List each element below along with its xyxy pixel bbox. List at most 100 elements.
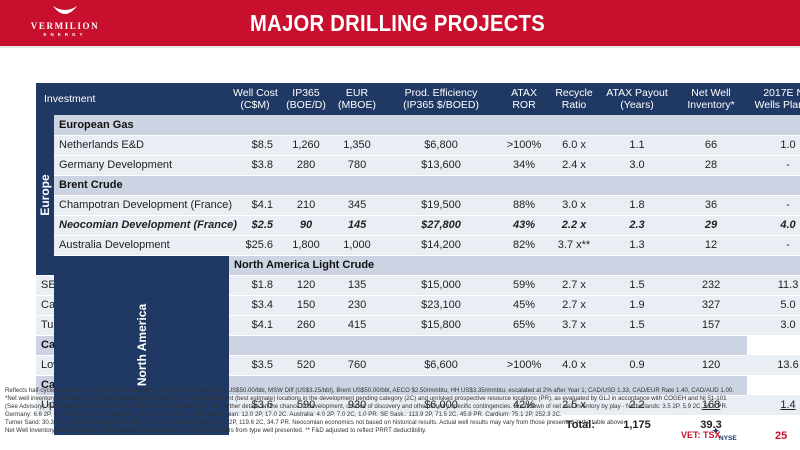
cell-name: Lower Mannville Development xyxy=(36,355,188,376)
cell-ror: 43% xyxy=(499,215,550,236)
cell-well-cost: $25.6 xyxy=(229,235,282,256)
cell-name: Australia Development xyxy=(54,235,230,256)
footnotes: Reflects half-cycle economics. Commodity… xyxy=(5,387,780,436)
cell-payout: 2.2 xyxy=(599,395,676,416)
exchange-logo: ✦ NYSE xyxy=(712,426,740,444)
group-row: Brent Crude xyxy=(36,175,800,196)
footnote: *Net well inventory includes proved plus… xyxy=(5,395,727,403)
table-row: Germany Development $3.8 280 780 $13,600… xyxy=(36,155,800,176)
cell-inventory: 168 xyxy=(675,395,748,416)
logo-name: VERMILION xyxy=(30,21,100,31)
cell-inventory: 29 xyxy=(675,215,748,236)
cell-inventory: 327 xyxy=(675,295,748,316)
footnote: (See Advisory). See Appendix A of Vermil… xyxy=(5,403,728,411)
table-row: SE Saskatchewan Development $1.8 120 135… xyxy=(36,275,800,296)
cell-ror: 34% xyxy=(499,155,550,176)
cell-recycle: 3.0 x xyxy=(549,195,600,216)
cell-planned: 4.0 xyxy=(747,215,800,236)
cell-ror: 42% xyxy=(499,395,550,416)
region-north-america: North America xyxy=(54,255,230,436)
cell-prod-efficiency: $15,000 xyxy=(383,275,500,296)
col-recycle-ratio: Recycle Ratio xyxy=(549,83,600,115)
cell-ip365: 1,800 xyxy=(281,235,332,256)
cell-planned: - xyxy=(747,155,800,176)
cell-planned: 3.0 xyxy=(747,315,800,336)
cell-well-cost: $4.1 xyxy=(229,315,282,336)
cell-planned: 1.4 xyxy=(747,395,800,416)
cell-planned: 5.0 xyxy=(747,295,800,316)
cell-ror: 45% xyxy=(499,295,550,316)
cell-ip365: 260 xyxy=(281,315,332,336)
cell-prod-efficiency: $13,600 xyxy=(383,155,500,176)
region-europe: Europe xyxy=(36,115,54,276)
cell-payout: 1.1 xyxy=(599,135,676,156)
cell-eur: 135 xyxy=(331,275,384,296)
col-atax-ror: ATAX ROR xyxy=(499,83,550,115)
col-net-well-inventory: Net Well Inventory* xyxy=(675,83,748,115)
group-row: Europe European Gas xyxy=(36,115,800,276)
cell-recycle: 3.7 x** xyxy=(549,235,600,256)
cell-name: Turner Sand Development xyxy=(36,315,170,336)
cell-eur: 1,000 xyxy=(331,235,384,256)
cell-recycle: 6.0 x xyxy=(549,135,600,156)
cell-inventory: 28 xyxy=(675,155,748,176)
tsx-ticker: VET: TSX xyxy=(681,430,721,440)
table-row: Champotran Development (France) $4.1 210… xyxy=(36,195,800,216)
total-inventory: 1,175 xyxy=(599,415,676,436)
cell-payout: 1.9 xyxy=(599,295,676,316)
cell-payout: 1.5 xyxy=(599,315,676,336)
col-investment: Investment xyxy=(36,83,230,115)
page-title: MAJOR DRILLING PROJECTS xyxy=(250,10,546,36)
nyse-label: NYSE xyxy=(719,435,737,442)
group-label: North America Light Crude xyxy=(229,255,800,276)
cell-ip365: 120 xyxy=(281,275,332,296)
cell-recycle: 2.7 x xyxy=(549,295,600,316)
cell-inventory: 157 xyxy=(675,315,748,336)
cell-well-cost: $1.8 xyxy=(229,275,282,296)
maple-leaf-icon: ✦ xyxy=(712,426,720,436)
company-logo: VERMILION ENERGY xyxy=(10,4,120,42)
cell-payout: 1.8 xyxy=(599,195,676,216)
cell-inventory: 36 xyxy=(675,195,748,216)
table-row: Neocomian Development (France) $2.5 90 1… xyxy=(36,215,800,236)
cell-ip365: 150 xyxy=(281,295,332,316)
cell-inventory: 12 xyxy=(675,235,748,256)
col-ip365: IP365 (BOE/D) xyxy=(281,83,332,115)
cell-well-cost: $3.6 xyxy=(229,395,282,416)
cell-well-cost: $3.4 xyxy=(229,295,282,316)
cell-prod-efficiency: $6,000 xyxy=(383,395,500,416)
cell-well-cost: $3.5 xyxy=(229,355,282,376)
cell-prod-efficiency: $6,800 xyxy=(383,135,500,156)
footnote: Germany: 6.6 2P, 2.0 2C, 19.5 PR. Champo… xyxy=(5,411,562,419)
cell-recycle: 2.5 x xyxy=(549,395,600,416)
group-row: North America North America Light Crude xyxy=(36,255,800,436)
cell-prod-efficiency: $19,500 xyxy=(383,195,500,216)
col-prod-efficiency: Prod. Efficiency (IP365 $/BOED) xyxy=(383,83,500,115)
cell-payout: 1.3 xyxy=(599,235,676,256)
cell-recycle: 2.2 x xyxy=(549,215,600,236)
cell-name: Neocomian Development (France) xyxy=(54,215,237,236)
cell-inventory: 120 xyxy=(675,355,748,376)
cell-planned: 1.0 xyxy=(747,135,800,156)
cell-planned: 11.3 xyxy=(747,275,800,296)
cell-name: Netherlands E&D xyxy=(54,135,230,156)
cell-payout: 0.9 xyxy=(599,355,676,376)
page-number: 25 xyxy=(775,430,788,442)
cell-inventory: 66 xyxy=(675,135,748,156)
cell-name: Champotran Development (France) xyxy=(54,195,232,216)
cell-ror: 65% xyxy=(499,315,550,336)
cell-recycle: 3.7 x xyxy=(549,315,600,336)
cell-ror: >100% xyxy=(499,355,550,376)
cell-ip365: 280 xyxy=(281,155,332,176)
cell-ip365: 520 xyxy=(281,355,332,376)
total-planned: 39.3 xyxy=(675,415,748,436)
cell-payout: 2.3 xyxy=(599,215,676,236)
col-eur: EUR (MBOE) xyxy=(331,83,384,115)
cell-name: SE Saskatchewan Development xyxy=(36,275,198,296)
cell-well-cost: $2.5 xyxy=(229,215,282,236)
col-atax-payout: ATAX Payout (Years) xyxy=(599,83,676,115)
cell-prod-efficiency: $23,100 xyxy=(383,295,500,316)
cell-name: Germany Development xyxy=(54,155,230,176)
cell-ip365: 590 xyxy=(281,395,332,416)
footnote: Turner Sand: 30.3 2P, 126.6 2C. Ellersli… xyxy=(5,419,626,427)
